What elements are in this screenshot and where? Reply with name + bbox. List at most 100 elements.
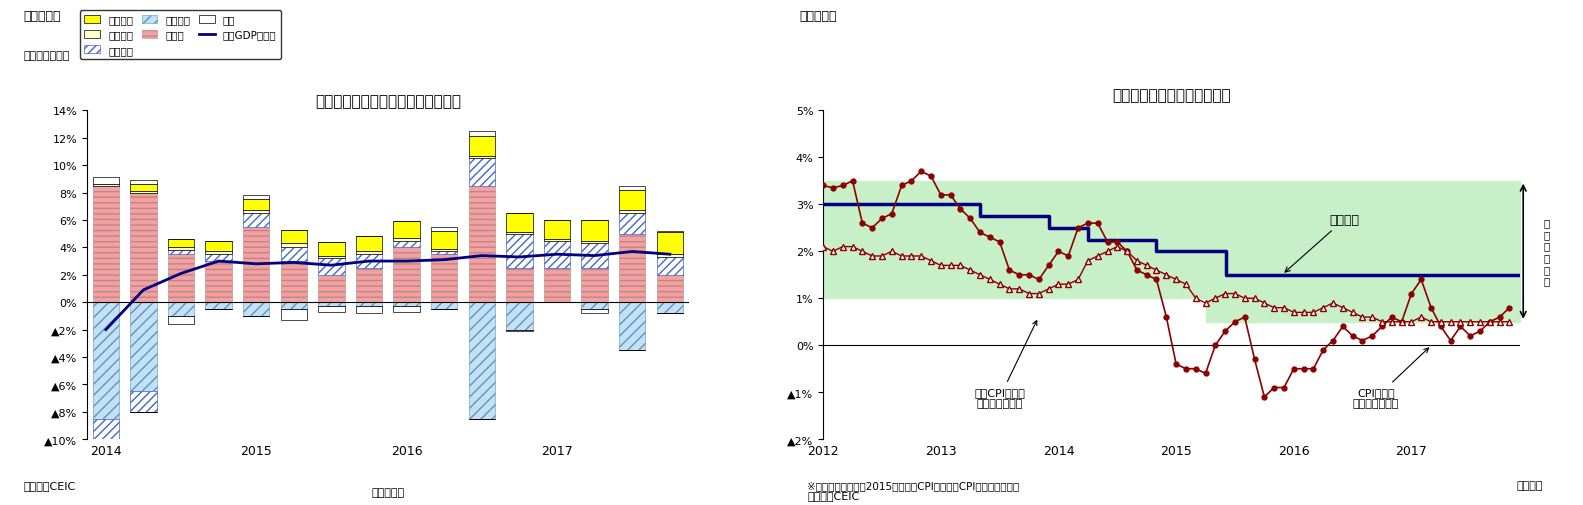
Bar (431, 255, 457, 302)
Bar (469, 302, 495, 419)
Bar (431, 252, 457, 255)
Bar (356, 255, 382, 268)
Text: 暫
目
イ
ン
フ
レ: 暫 目 イ ン フ レ (1543, 218, 1550, 286)
Bar (619, 234, 646, 302)
Bar (657, 231, 682, 233)
Bar (619, 211, 646, 214)
Bar (318, 307, 345, 312)
Bar (130, 192, 157, 193)
Bar (130, 302, 157, 391)
Bar (244, 302, 269, 316)
Bar (206, 252, 231, 255)
Bar (394, 222, 419, 238)
Bar (469, 159, 495, 186)
Text: （図表９）: （図表９） (799, 10, 837, 23)
Bar (431, 302, 457, 310)
Text: （図表８）: （図表８） (24, 10, 62, 23)
Bar (469, 186, 495, 302)
Bar (206, 262, 231, 302)
Bar (168, 250, 195, 255)
Bar (581, 310, 608, 314)
Bar (318, 242, 345, 256)
Text: （月次）: （月次） (1517, 480, 1543, 490)
Bar (507, 234, 532, 268)
Bar (318, 259, 345, 275)
Bar (280, 302, 307, 310)
Bar (469, 156, 495, 159)
Bar (507, 233, 532, 234)
Bar (507, 214, 532, 233)
Bar (318, 256, 345, 259)
Bar (545, 268, 570, 302)
Bar (168, 302, 195, 316)
Text: コアCPI上昇率
（前年同月比）: コアCPI上昇率 （前年同月比） (974, 321, 1037, 409)
Bar (93, 453, 119, 454)
Bar (507, 302, 532, 330)
Bar (469, 137, 495, 156)
Bar (431, 249, 457, 252)
Bar (356, 307, 382, 314)
Bar (356, 268, 382, 302)
Bar (280, 310, 307, 320)
Bar (93, 185, 119, 186)
Bar (280, 230, 307, 244)
Bar (356, 252, 382, 255)
Text: ※インフレ目標は、2015年にコアCPIから総合CPIに対象を変更。: ※インフレ目標は、2015年にコアCPIから総合CPIに対象を変更。 (807, 480, 1019, 490)
Bar (545, 241, 570, 268)
Bar (130, 181, 157, 185)
Text: （資料）CEIC: （資料）CEIC (807, 490, 860, 500)
Bar (581, 244, 608, 268)
Bar (130, 193, 157, 302)
Bar (244, 214, 269, 227)
Bar (619, 214, 646, 234)
Bar (581, 241, 608, 244)
Bar (619, 302, 646, 350)
Bar (244, 227, 269, 302)
Bar (657, 302, 682, 314)
Bar (280, 262, 307, 302)
Bar (394, 307, 419, 312)
Bar (507, 330, 532, 331)
Bar (93, 186, 119, 302)
Bar (318, 302, 345, 307)
Bar (619, 186, 646, 190)
Bar (244, 196, 269, 200)
Bar (545, 240, 570, 241)
Bar (280, 248, 307, 262)
Bar (581, 221, 608, 241)
Bar (168, 316, 195, 324)
Bar (507, 268, 532, 302)
Bar (394, 248, 419, 302)
Text: （資料）CEIC: （資料）CEIC (24, 480, 76, 490)
Bar (545, 221, 570, 240)
Title: タイのインフレ率と政策金利: タイのインフレ率と政策金利 (1113, 88, 1230, 103)
Bar (581, 268, 608, 302)
Text: CPI上昇率
（前年同月比）: CPI上昇率 （前年同月比） (1353, 348, 1428, 409)
Text: （四半期）: （四半期） (372, 487, 404, 497)
Bar (244, 211, 269, 214)
Bar (657, 258, 682, 275)
Bar (469, 132, 495, 137)
Text: （前年同期比）: （前年同期比） (24, 50, 70, 61)
Bar (168, 248, 195, 250)
Bar (280, 244, 307, 248)
Bar (356, 237, 382, 252)
Bar (657, 233, 682, 255)
Bar (93, 419, 119, 453)
Bar (93, 302, 119, 419)
Legend: 民間消費, 政府消費, 資本投資, 在庫変動, 純輸出, 誤差, 実質GDP成長率: 民間消費, 政府消費, 資本投資, 在庫変動, 純輸出, 誤差, 実質GDP成長… (81, 11, 280, 60)
Bar (206, 241, 231, 252)
Bar (130, 185, 157, 192)
Bar (394, 238, 419, 241)
Bar (431, 227, 457, 231)
Bar (168, 240, 195, 248)
Bar (93, 178, 119, 185)
Bar (130, 391, 157, 412)
Bar (394, 302, 419, 307)
Bar (657, 255, 682, 258)
Bar (394, 241, 419, 248)
Bar (244, 200, 269, 211)
Bar (206, 302, 231, 310)
Bar (356, 302, 382, 307)
Text: 政策金利: 政策金利 (1285, 214, 1360, 273)
